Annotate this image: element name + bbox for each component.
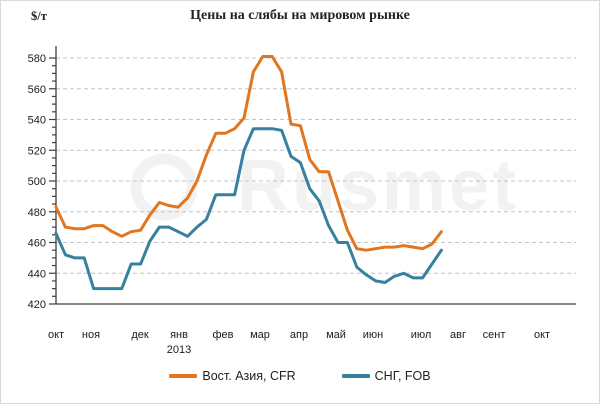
x-tick-label-5-мар: мар — [250, 329, 270, 341]
x-axis-year-label: 2013 — [167, 344, 191, 356]
legend-item-east-asia-cfr: Вост. Азия, CFR — [169, 369, 296, 383]
y-tick-label-560: 560 — [28, 84, 46, 96]
y-tick-label-480: 480 — [28, 207, 46, 219]
legend-label-cis-fob: СНГ, FOB — [374, 369, 431, 383]
legend-label-east-asia-cfr: Вост. Азия, CFR — [202, 369, 296, 383]
x-tick-label-11-сент: сент — [483, 329, 506, 341]
legend-swatch-east-asia-cfr — [169, 374, 198, 378]
y-tick-label-580: 580 — [28, 53, 46, 65]
x-tick-label-0-окт: окт — [48, 329, 64, 341]
y-tick-label-520: 520 — [28, 145, 46, 157]
x-tick-label-6-апр: апр — [290, 329, 308, 341]
x-tick-label-8-июн: июн — [363, 329, 383, 341]
x-tick-label-12-окт: окт — [534, 329, 550, 341]
x-tick-label-9-июл: июл — [411, 329, 432, 341]
chart-title: Цены на слябы на мировом рынке — [190, 8, 410, 23]
x-tick-label-3-янв: янв — [170, 329, 188, 341]
y-tick-label-420: 420 — [28, 299, 46, 311]
y-tick-label-440: 440 — [28, 268, 46, 280]
x-tick-label-2-дек: дек — [131, 329, 149, 341]
legend-swatch-cis-fob — [341, 374, 370, 378]
series-line-east-asia-cfr — [54, 55, 443, 252]
y-tick-label-540: 540 — [28, 115, 46, 127]
y-axis-unit-label: $/т — [31, 9, 47, 23]
x-tick-label-7-май: май — [326, 329, 346, 341]
watermark-logo-ring — [130, 153, 198, 221]
legend-item-cis-fob: СНГ, FOB — [341, 369, 431, 383]
series-line-cis-fob — [54, 127, 443, 291]
watermark-text: Rusmet — [237, 146, 519, 226]
y-tick-label-460: 460 — [28, 238, 46, 250]
legend: Вост. Азия, CFR СНГ, FOB — [1, 369, 599, 383]
x-tick-label-10-авг: авг — [450, 329, 466, 341]
x-tick-label-1-ноя: ноя — [82, 329, 100, 341]
x-tick-label-4-фев: фев — [212, 329, 233, 341]
y-tick-label-500: 500 — [28, 176, 46, 188]
